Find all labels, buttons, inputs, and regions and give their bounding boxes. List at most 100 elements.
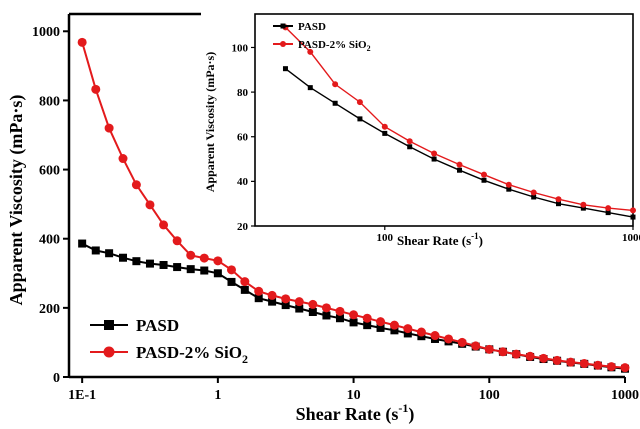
data-point-pasd: [281, 301, 290, 310]
inset-chart: 100 1000 20 40 60 80 100 Shear Rate (s-1) Appa…: [203, 13, 640, 248]
data-point-pasd-sio2: [552, 355, 562, 365]
data-point-pasd-sio2: [281, 294, 291, 304]
data-point-pasd-sio2: [294, 297, 304, 307]
data-point-pasd: [605, 210, 611, 216]
data-point-pasd: [332, 100, 338, 106]
data-point-pasd-sio2: [240, 277, 250, 287]
data-point-pasd-sio2: [480, 171, 487, 178]
data-point-pasd-sio2: [376, 317, 386, 327]
data-point-pasd-sio2: [456, 161, 463, 168]
main-x-axis-label: Shear Rate (s-1): [296, 401, 415, 425]
data-point-pasd: [322, 311, 331, 320]
y-tick-label: 200: [39, 302, 60, 317]
data-point-pasd: [78, 239, 87, 248]
data-point-pasd: [173, 263, 182, 272]
data-point-pasd-sio2: [555, 196, 562, 203]
inset-legend-marker-pasd: [280, 23, 286, 29]
data-point-pasd-sio2: [430, 331, 440, 341]
data-point-pasd: [481, 177, 487, 183]
y-tick-label: 60: [237, 132, 249, 144]
inset-ticks: 100 1000 20 40 60 80 100: [232, 42, 640, 244]
data-point-pasd-sio2: [308, 299, 318, 309]
data-point-pasd-sio2: [431, 150, 438, 157]
data-point-pasd-sio2: [356, 99, 363, 106]
data-point-pasd-sio2: [332, 81, 339, 88]
data-point-pasd-sio2: [484, 344, 494, 354]
x-tick-label: 1000: [622, 232, 640, 244]
data-point-pasd: [363, 321, 372, 330]
data-point-pasd-sio2: [505, 181, 512, 188]
inset-legend: PASD PASD-2% SiO2: [273, 21, 371, 53]
main-y-axis-label: Apparent Viscosity (mPa·s): [6, 95, 27, 306]
data-point-pasd: [555, 201, 561, 207]
data-point-pasd: [431, 156, 437, 162]
data-point-pasd-sio2: [530, 189, 537, 196]
data-point-pasd-sio2: [335, 306, 345, 316]
data-point-pasd-sio2: [457, 337, 467, 347]
inset-x-axis-label: Shear Rate (s-1): [397, 231, 483, 248]
x-tick-label: 1000: [611, 388, 639, 403]
y-tick-label: 20: [237, 221, 249, 233]
data-point-pasd-sio2: [213, 256, 223, 266]
data-point-pasd-sio2: [226, 265, 236, 275]
data-point-pasd: [91, 246, 100, 255]
data-point-pasd: [403, 329, 412, 338]
data-point-pasd: [200, 266, 209, 275]
data-point-pasd-sio2: [416, 327, 426, 337]
data-point-pasd: [145, 259, 154, 268]
data-point-pasd-sio2: [606, 362, 616, 372]
data-point-pasd-sio2: [406, 138, 413, 145]
data-point-pasd-sio2: [605, 205, 612, 212]
x-tick-label: 100: [479, 388, 500, 403]
data-point-pasd: [119, 253, 128, 262]
y-tick-label: 100: [232, 42, 249, 54]
x-tick-label: 100: [377, 232, 394, 244]
data-point-pasd: [457, 167, 463, 173]
inset-series: [282, 24, 636, 220]
legend-marker-sio2: [103, 346, 115, 358]
data-point-pasd: [630, 214, 636, 220]
x-tick-label: 1E-1: [68, 388, 96, 403]
data-point-pasd: [295, 304, 304, 313]
y-tick-label: 400: [39, 233, 60, 248]
data-point-pasd-sio2: [267, 290, 277, 300]
legend-label-sio2: PASD-2% SiO2: [136, 343, 248, 366]
data-point-pasd: [335, 314, 344, 323]
y-tick-label: 600: [39, 163, 60, 178]
data-point-pasd: [254, 294, 263, 303]
data-point-pasd: [580, 205, 586, 211]
data-point-pasd-sio2: [593, 360, 603, 370]
inset-frame: [254, 13, 634, 227]
data-point-pasd-sio2: [444, 334, 454, 344]
y-tick-label: 80: [237, 87, 249, 99]
inset-y-axis-label: Apparent Viscosity (mPa·s): [203, 52, 217, 192]
data-point-pasd-sio2: [471, 341, 481, 351]
main-legend: PASD PASD-2% SiO2: [90, 316, 248, 366]
data-point-pasd: [159, 260, 168, 269]
inset-legend-label-pasd: PASD: [298, 21, 326, 33]
x-tick-label: 10: [347, 388, 361, 403]
data-point-pasd-sio2: [77, 37, 87, 47]
data-point-pasd-sio2: [349, 310, 359, 320]
data-point-pasd-sio2: [321, 303, 331, 313]
inset-legend-label-sio2: PASD-2% SiO2: [298, 39, 371, 53]
data-point-pasd: [132, 257, 141, 266]
data-point-pasd: [376, 323, 385, 332]
x-tick-label: 1: [214, 388, 221, 403]
data-point-pasd-sio2: [254, 286, 264, 296]
data-point-pasd-sio2: [566, 357, 576, 367]
data-point-pasd: [227, 277, 236, 286]
data-point-pasd: [186, 265, 195, 274]
data-point-pasd-sio2: [511, 349, 521, 359]
data-point-pasd-sio2: [91, 84, 101, 94]
y-tick-label: 0: [53, 371, 60, 386]
data-point-pasd: [390, 326, 399, 335]
data-point-pasd: [240, 285, 249, 294]
data-point-pasd-sio2: [620, 363, 630, 373]
data-point-pasd: [268, 297, 277, 306]
data-point-pasd-sio2: [389, 320, 399, 330]
main-chart: 1E-1 1 10 100 1000 0 200 400 600 800 1000 Shear Ra…: [6, 12, 639, 425]
data-point-pasd: [282, 66, 288, 72]
data-point-pasd: [349, 318, 358, 327]
